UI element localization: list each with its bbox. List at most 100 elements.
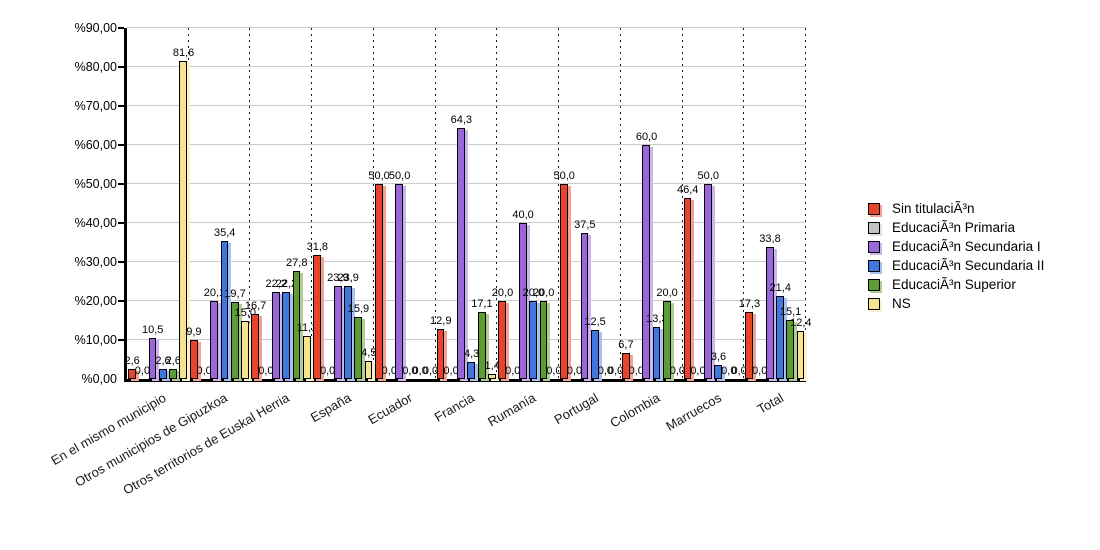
bar bbox=[251, 313, 260, 379]
bar-value-label: 20,0 bbox=[656, 287, 678, 299]
x-axis-label: Rumanía bbox=[485, 390, 539, 430]
bar bbox=[189, 340, 198, 379]
group-separator-dotted-line bbox=[805, 28, 806, 379]
bar bbox=[364, 361, 373, 379]
legend-item: EducaciÃ³n Secundaria I bbox=[868, 237, 1044, 256]
bar-value-label: 9,9 bbox=[186, 326, 202, 339]
y-axis-label: %90,00 bbox=[74, 21, 117, 35]
y-axis-tick bbox=[118, 300, 124, 302]
bar-value-label: 4,5 bbox=[361, 347, 377, 360]
bar bbox=[786, 320, 795, 379]
bar-value-label: 0,0 bbox=[546, 365, 562, 377]
gridline bbox=[127, 339, 806, 340]
bar-value-label: 10,5 bbox=[142, 324, 164, 337]
bar-value-label: 0,0 bbox=[134, 365, 151, 377]
group-separator-dotted-line bbox=[434, 28, 436, 379]
bar-value-label: 0,0 bbox=[608, 365, 624, 377]
y-axis-tick bbox=[118, 144, 124, 146]
bar-value-label: 0,0 bbox=[597, 365, 614, 377]
bar-value-label: 60,0 bbox=[635, 131, 658, 143]
legend-swatch bbox=[868, 221, 880, 234]
legend-swatch bbox=[868, 278, 880, 291]
bar bbox=[467, 362, 476, 379]
bar bbox=[395, 184, 404, 379]
x-axis-label: Colombia bbox=[607, 390, 663, 431]
bar-value-label: 0,0 bbox=[402, 365, 418, 377]
bar-value-label: 0,0 bbox=[690, 365, 706, 377]
bar bbox=[642, 145, 651, 379]
bar bbox=[158, 368, 167, 379]
bar-value-label: 15,9 bbox=[347, 303, 370, 315]
bar-value-label: 0,0 bbox=[505, 365, 521, 377]
bar bbox=[220, 240, 229, 379]
bar bbox=[436, 328, 445, 379]
bar-value-label: 12,5 bbox=[584, 316, 606, 329]
x-axis-label: Francia bbox=[431, 390, 477, 425]
legend-swatch bbox=[868, 240, 880, 253]
category-group: 12,9 0,0 64,3 4,3 17,1 1,4 bbox=[430, 28, 500, 379]
bar bbox=[333, 285, 342, 379]
bar-value-label: 46,4 bbox=[676, 184, 699, 197]
bar-value-label: 22,2 bbox=[275, 278, 298, 291]
bar bbox=[529, 301, 537, 379]
y-axis-tick bbox=[118, 222, 124, 224]
legend-swatch bbox=[868, 297, 880, 310]
bar-value-label: 0,0 bbox=[731, 365, 747, 377]
bar-value-label: 0,0 bbox=[412, 365, 428, 377]
bar bbox=[776, 295, 784, 379]
legend-label: EducaciÃ³n Secundaria II bbox=[892, 258, 1045, 273]
bar bbox=[354, 317, 363, 379]
bar-value-label: 22,2 bbox=[265, 278, 287, 291]
bar bbox=[590, 330, 599, 379]
legend-label: EducaciÃ³n Superior bbox=[892, 277, 1016, 292]
bar-value-label: 15,1 bbox=[779, 306, 802, 319]
bar bbox=[539, 301, 548, 379]
legend-label: EducaciÃ³n Primaria bbox=[892, 220, 1016, 235]
gridline bbox=[127, 261, 806, 262]
bar-value-label: 12,4 bbox=[790, 316, 812, 329]
bar bbox=[796, 330, 805, 379]
bar-value-label: 6,7 bbox=[618, 338, 634, 351]
y-axis-label: %70,00 bbox=[74, 99, 117, 113]
group-separator-dotted-line bbox=[743, 28, 745, 379]
bar-value-label: 20,0 bbox=[522, 287, 545, 299]
bar-value-label: 21,4 bbox=[769, 281, 791, 294]
group-separator-dotted-line bbox=[311, 28, 313, 379]
legend-label: NS bbox=[892, 296, 911, 311]
gridline bbox=[127, 144, 806, 145]
bar-value-label: 64,3 bbox=[450, 114, 473, 127]
category-group: 46,4 0,0 50,0 3,6 0,0 0,0 bbox=[677, 28, 747, 379]
category-group: 9,9 0,0 20,1 35,4 19,7 15,0 bbox=[186, 28, 256, 379]
category-group: 6,7 0,0 60,0 13,3 20,0 0,0 bbox=[618, 28, 686, 379]
y-axis-label: %10,00 bbox=[74, 333, 117, 347]
legend-label: Sin titulaciÃ³n bbox=[892, 201, 975, 216]
group-separator-dotted-line bbox=[187, 28, 189, 379]
legend-swatch bbox=[868, 259, 880, 272]
legend-item: Sin titulaciÃ³n bbox=[868, 199, 1044, 218]
bar-value-label: 23,9 bbox=[327, 271, 349, 284]
legend-item: EducaciÃ³n Secundaria II bbox=[868, 256, 1044, 275]
bar-value-label: 37,5 bbox=[574, 218, 596, 231]
bar-value-label: 0,0 bbox=[319, 365, 336, 377]
bar-value-label: 50,0 bbox=[368, 170, 390, 182]
bar bbox=[344, 285, 352, 379]
bar-value-label: 2,6 bbox=[165, 354, 181, 367]
gridline bbox=[127, 66, 806, 67]
group-separator-dotted-line bbox=[249, 28, 251, 379]
bar-value-label: 0,0 bbox=[566, 365, 583, 377]
bar bbox=[704, 184, 712, 379]
x-axis-label: España bbox=[307, 390, 354, 426]
category-group: 2,6 0,0 10,5 2,6 2,6 81,6 bbox=[124, 28, 194, 379]
bar-value-label: 50,0 bbox=[697, 170, 719, 182]
y-axis-label: %20,00 bbox=[74, 294, 117, 308]
group-separator-dotted-line bbox=[372, 28, 374, 379]
bar bbox=[169, 368, 177, 379]
legend-label: EducaciÃ³n Secundaria I bbox=[892, 239, 1041, 254]
group-separator-dotted-line bbox=[496, 28, 498, 379]
category-group: 17,3 0,0 33,8 21,4 15,1 12,4 bbox=[739, 28, 812, 379]
bar-value-label: 27,8 bbox=[286, 256, 308, 269]
gridline bbox=[127, 222, 806, 223]
y-axis-label: %40,00 bbox=[74, 216, 117, 230]
bar-value-label: 0,0 bbox=[669, 365, 686, 377]
